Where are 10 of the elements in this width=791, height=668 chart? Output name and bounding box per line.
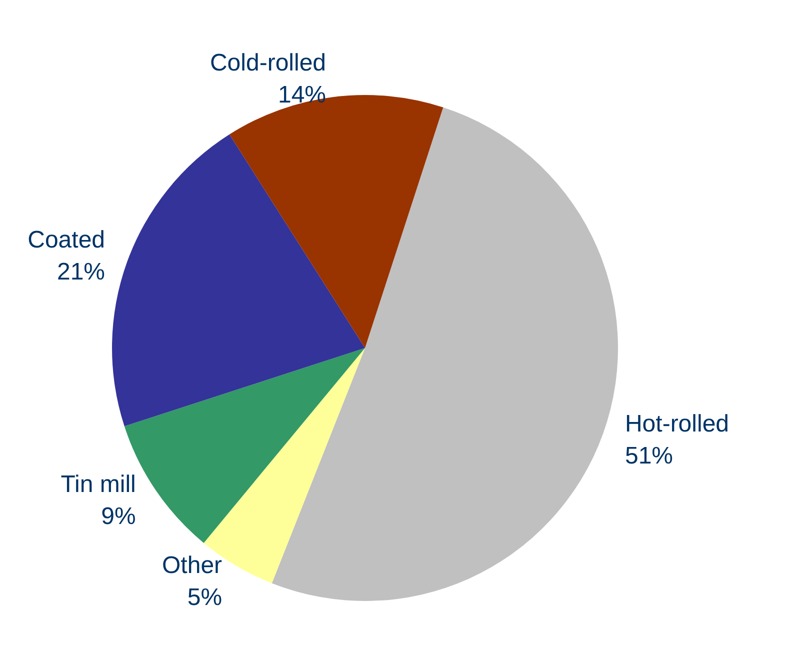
slice-label: Other — [162, 552, 222, 579]
slice-label: Hot-rolled — [624, 410, 730, 438]
slice-label: Tin mill — [60, 470, 136, 498]
data-label: 14% — [278, 82, 326, 109]
data-label: 9% — [101, 502, 136, 530]
slice-label: Cold-rolled — [210, 50, 326, 77]
data-label: 5% — [187, 584, 222, 611]
slice-label: Coated — [28, 226, 106, 254]
data-label: 21% — [56, 258, 106, 286]
data-label: 51% — [624, 442, 674, 470]
